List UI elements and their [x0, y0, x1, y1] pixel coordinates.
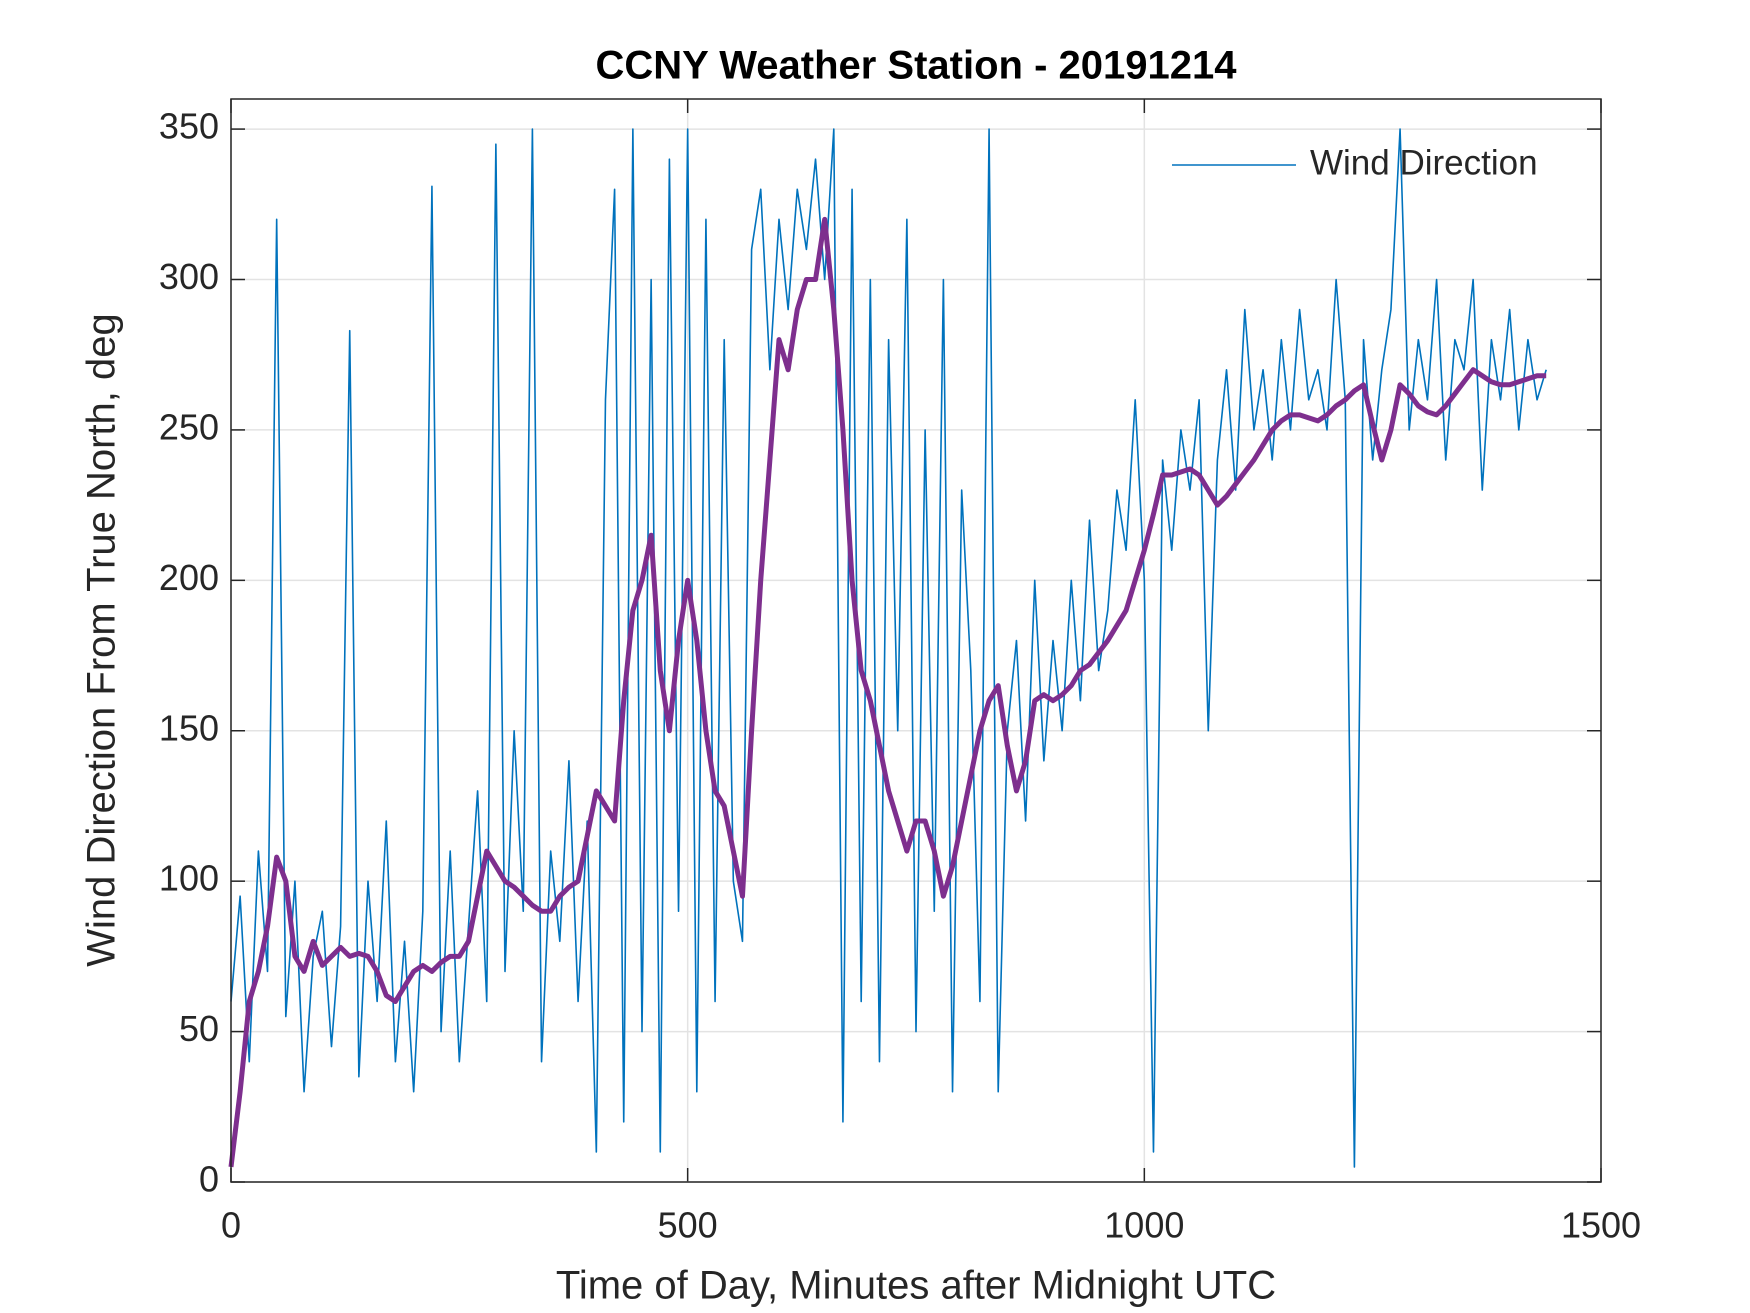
x-tick-label: 1500: [1561, 1205, 1641, 1246]
chart-title: CCNY Weather Station - 20191214: [596, 44, 1238, 88]
plot-frame: [230, 98, 1602, 1183]
y-tick-label: 200: [159, 557, 219, 598]
y-tick-label: 100: [159, 858, 219, 899]
x-axis-label: Time of Day, Minutes after Midnight UTC: [556, 1264, 1276, 1308]
y-tick-label: 300: [159, 256, 219, 297]
x-tick-label: 500: [658, 1205, 718, 1246]
data-line: [228, 216, 1547, 1168]
y-tick-label: 50: [179, 1008, 219, 1049]
y-tick-label: 350: [159, 106, 219, 147]
y-tick-label: 150: [159, 707, 219, 748]
y-tick-label: 0: [199, 1159, 219, 1200]
y-tick-label: 250: [159, 406, 219, 447]
x-tick-label: 1000: [1104, 1205, 1184, 1246]
data-line: [230, 128, 1547, 1168]
legend-label: Wind Direction: [1310, 143, 1538, 182]
x-tick-label: 0: [221, 1205, 241, 1246]
y-axis-label: Wind Direction From True North, deg: [80, 313, 124, 967]
